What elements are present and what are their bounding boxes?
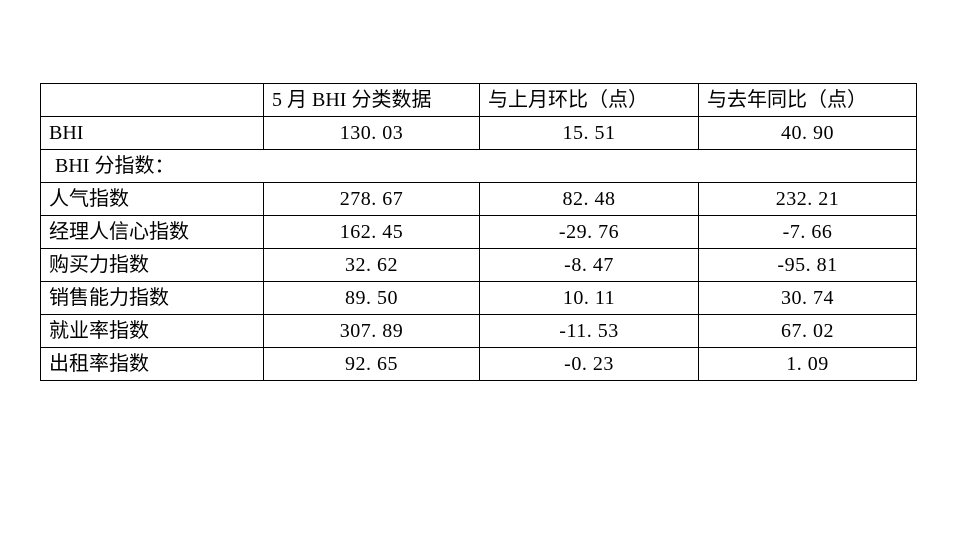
row-may-value: 92. 65 (264, 348, 480, 381)
table-row: 销售能力指数 89. 50 10. 11 30. 74 (41, 282, 917, 315)
row-label: 购买力指数 (41, 249, 264, 282)
row-yoy-value: -7. 66 (699, 216, 917, 249)
row-mom-value: 10. 11 (480, 282, 699, 315)
row-may-value: 307. 89 (264, 315, 480, 348)
row-mom-value: 82. 48 (480, 183, 699, 216)
row-may-value: 32. 62 (264, 249, 480, 282)
row-yoy-value: -95. 81 (699, 249, 917, 282)
bhi-main-row: BHI 130. 03 15. 51 40. 90 (41, 117, 917, 150)
row-yoy-value: 232. 21 (699, 183, 917, 216)
table-row: 经理人信心指数 162. 45 -29. 76 -7. 66 (41, 216, 917, 249)
row-yoy-value: 30. 74 (699, 282, 917, 315)
bhi-table-container: 5 月 BHI 分类数据 与上月环比（点） 与去年同比（点） BHI 130. … (40, 83, 916, 381)
row-label: 就业率指数 (41, 315, 264, 348)
header-cell-yoy: 与去年同比（点） (699, 84, 917, 117)
bhi-mom-value: 15. 51 (480, 117, 699, 150)
row-mom-value: -11. 53 (480, 315, 699, 348)
row-label: 经理人信心指数 (41, 216, 264, 249)
section-label: BHI 分指数： (41, 150, 917, 183)
row-may-value: 162. 45 (264, 216, 480, 249)
header-cell-may-data: 5 月 BHI 分类数据 (264, 84, 480, 117)
row-yoy-value: 1. 09 (699, 348, 917, 381)
row-label: 人气指数 (41, 183, 264, 216)
bhi-yoy-value: 40. 90 (699, 117, 917, 150)
row-label: 出租率指数 (41, 348, 264, 381)
table-header-row: 5 月 BHI 分类数据 与上月环比（点） 与去年同比（点） (41, 84, 917, 117)
header-cell-blank (41, 84, 264, 117)
row-mom-value: -8. 47 (480, 249, 699, 282)
row-mom-value: -0. 23 (480, 348, 699, 381)
table-row: 就业率指数 307. 89 -11. 53 67. 02 (41, 315, 917, 348)
row-may-value: 89. 50 (264, 282, 480, 315)
bhi-table: 5 月 BHI 分类数据 与上月环比（点） 与去年同比（点） BHI 130. … (40, 83, 917, 381)
bhi-label: BHI (41, 117, 264, 150)
row-mom-value: -29. 76 (480, 216, 699, 249)
table-row: 购买力指数 32. 62 -8. 47 -95. 81 (41, 249, 917, 282)
table-body: 5 月 BHI 分类数据 与上月环比（点） 与去年同比（点） BHI 130. … (41, 84, 917, 381)
table-row: 出租率指数 92. 65 -0. 23 1. 09 (41, 348, 917, 381)
header-cell-mom: 与上月环比（点） (480, 84, 699, 117)
bhi-may-value: 130. 03 (264, 117, 480, 150)
table-row: 人气指数 278. 67 82. 48 232. 21 (41, 183, 917, 216)
row-yoy-value: 67. 02 (699, 315, 917, 348)
section-header-row: BHI 分指数： (41, 150, 917, 183)
row-label: 销售能力指数 (41, 282, 264, 315)
row-may-value: 278. 67 (264, 183, 480, 216)
